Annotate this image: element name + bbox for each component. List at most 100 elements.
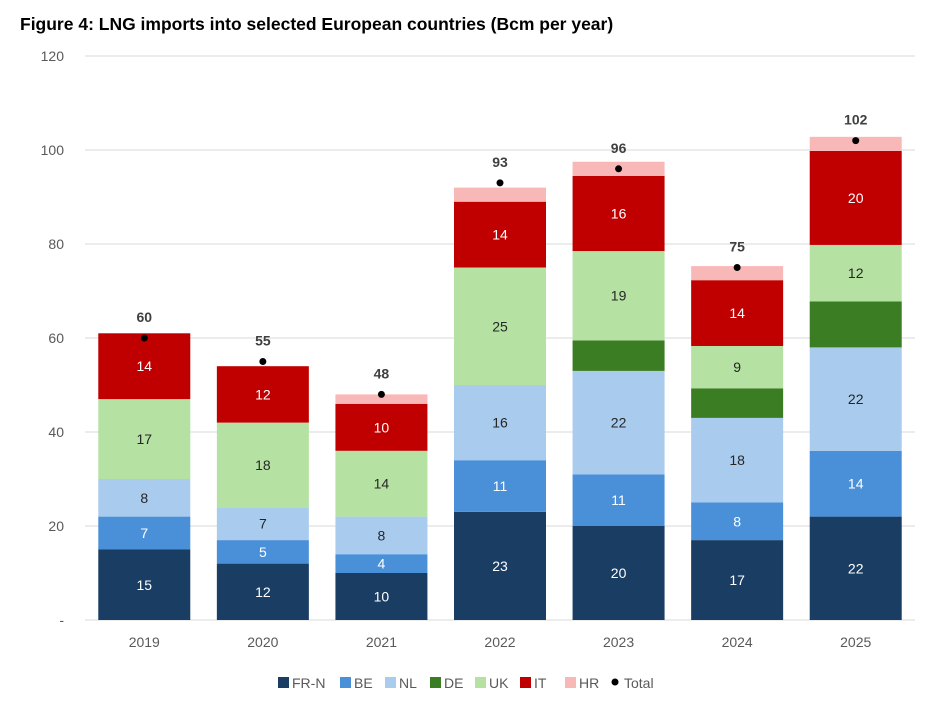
total-label: 96 [611, 140, 627, 156]
data-label: 22 [848, 560, 864, 576]
data-label: 25 [492, 318, 508, 334]
legend-label: Total [624, 675, 654, 691]
legend-label: HR [579, 675, 599, 691]
x-tick-label: 2023 [603, 634, 634, 650]
data-label: 20 [611, 565, 627, 581]
bar-segment-nl [216, 507, 309, 541]
y-tick-label: 100 [41, 142, 65, 158]
total-marker [259, 358, 267, 365]
bar-segment-it [809, 150, 902, 245]
data-label: 8 [733, 513, 741, 529]
bar-segment-be [454, 460, 546, 512]
data-label: 17 [729, 572, 745, 588]
total-marker [615, 165, 623, 173]
bar-segment-de [809, 301, 902, 348]
data-label: 14 [374, 476, 390, 492]
data-label: 14 [492, 227, 508, 243]
legend-swatch-de [430, 677, 441, 688]
data-label: 4 [378, 556, 386, 572]
legend-swatch-nl [385, 677, 396, 688]
legend-label: NL [399, 675, 417, 691]
bar-segment-fr-n [98, 549, 191, 620]
y-tick-label: 40 [48, 424, 64, 440]
data-label: 22 [611, 415, 627, 431]
bar-segment-fr-n [216, 563, 309, 620]
y-tick-label: 20 [48, 518, 64, 534]
bar-segment-it [454, 201, 546, 268]
bar-segment-uk [809, 244, 902, 302]
data-label: 11 [611, 492, 626, 508]
total-marker [496, 179, 504, 187]
total-marker [140, 334, 148, 342]
legend-label: FR-N [292, 675, 325, 691]
bar-segment-fr-n [691, 540, 784, 620]
data-label: 22 [848, 391, 864, 407]
data-label: 12 [255, 386, 271, 402]
data-label: 10 [374, 589, 390, 605]
data-label: 23 [492, 558, 508, 574]
legend-swatch-it [520, 677, 531, 688]
data-label: 15 [136, 577, 152, 593]
bar-segment-it [335, 403, 428, 451]
data-label: 10 [374, 419, 390, 435]
bar-segment-nl [809, 347, 902, 451]
total-label: 60 [136, 309, 152, 325]
bar-segment-nl [691, 417, 784, 503]
data-label: 16 [611, 205, 627, 221]
data-label: 12 [255, 584, 271, 600]
bar-segment-uk [572, 251, 665, 341]
data-label: 11 [493, 478, 508, 494]
bar-segment-uk [216, 422, 309, 508]
data-label: 17 [136, 431, 152, 447]
data-label: 16 [492, 415, 508, 431]
bar-segment-be [335, 554, 428, 573]
chart-title: Figure 4: LNG imports into selected Euro… [20, 14, 614, 34]
bar-segment-it [572, 175, 665, 252]
x-tick-label: 2020 [247, 634, 278, 650]
bar-segment-uk [335, 450, 428, 517]
data-label: 8 [378, 527, 386, 543]
total-label: 93 [492, 154, 508, 170]
legend-label: DE [444, 675, 463, 691]
y-tick-label: 80 [48, 236, 64, 252]
bar-segment-fr-n [572, 526, 665, 620]
data-label: 12 [848, 265, 864, 281]
bar-segment-be [691, 502, 784, 541]
data-label: 8 [140, 490, 148, 506]
bar-segment-uk [691, 345, 784, 389]
y-tick-label: 60 [48, 330, 64, 346]
legend-swatch-total [611, 678, 619, 686]
x-tick-label: 2019 [129, 634, 160, 650]
bar-segment-de [572, 340, 665, 371]
bar-segment-hr [691, 266, 784, 281]
data-label: 7 [259, 516, 267, 532]
total-label: 48 [374, 365, 390, 381]
bar-segment-be [572, 474, 665, 526]
total-label: 55 [255, 333, 271, 349]
data-label: 9 [733, 359, 741, 375]
total-marker [377, 390, 385, 398]
x-tick-label: 2022 [484, 634, 515, 650]
data-label: 20 [848, 190, 864, 206]
legend-label: BE [354, 675, 373, 691]
data-label: 5 [259, 544, 267, 560]
data-label: 7 [140, 525, 148, 541]
bar-segment-nl [335, 516, 428, 555]
bar-segment-nl [454, 385, 546, 461]
y-tick-label: - [59, 612, 64, 628]
bar-segment-it [216, 366, 309, 423]
x-tick-label: 2024 [722, 634, 753, 650]
bar-segment-nl [98, 479, 191, 517]
data-label: 18 [255, 457, 271, 473]
bar-segment-it [691, 280, 784, 346]
bar-segment-hr [335, 394, 428, 404]
bar-segment-de [691, 388, 784, 418]
bar-segment-be [98, 516, 191, 550]
bar-segment-fr-n [454, 511, 546, 620]
bar-segment-hr [454, 187, 546, 202]
data-label: 14 [729, 305, 745, 321]
data-label: 14 [848, 476, 864, 492]
total-label: 75 [729, 239, 745, 255]
bar-segment-be [809, 450, 902, 517]
